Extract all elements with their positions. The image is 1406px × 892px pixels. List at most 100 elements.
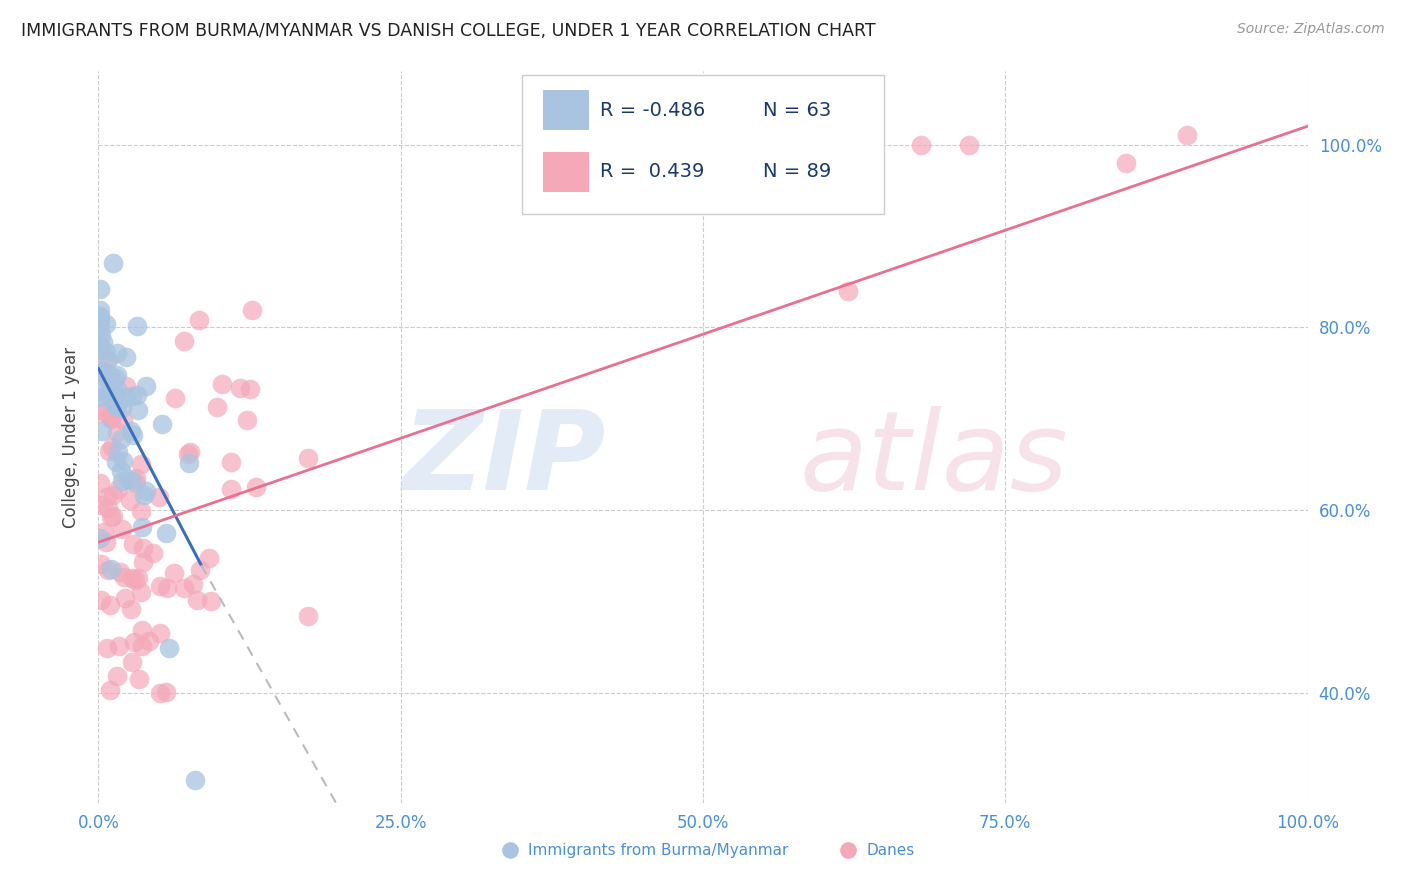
Point xyxy=(96,641,118,656)
Point xyxy=(107,445,129,459)
Text: R = -0.486: R = -0.486 xyxy=(600,101,706,120)
Point xyxy=(111,454,134,468)
Point xyxy=(245,480,267,494)
Point xyxy=(122,634,145,648)
Point xyxy=(105,345,128,359)
Point xyxy=(122,428,145,442)
Point xyxy=(127,403,149,417)
Point xyxy=(957,137,980,152)
Point xyxy=(198,550,221,565)
Point xyxy=(155,685,177,699)
Point xyxy=(129,585,152,599)
Point xyxy=(90,557,112,571)
Point xyxy=(104,400,127,414)
Point xyxy=(91,384,114,399)
Point xyxy=(90,366,112,380)
Point xyxy=(112,570,135,584)
Point xyxy=(125,318,148,333)
Point xyxy=(186,593,208,607)
Point xyxy=(98,381,121,395)
Text: R =  0.439: R = 0.439 xyxy=(600,162,704,181)
Point xyxy=(149,686,172,700)
Point xyxy=(297,451,319,466)
Point xyxy=(121,571,143,585)
Point xyxy=(148,490,170,504)
Point xyxy=(142,546,165,560)
Point xyxy=(132,555,155,569)
Point xyxy=(128,673,150,687)
Point xyxy=(89,282,111,296)
Point xyxy=(97,444,120,458)
Point xyxy=(91,368,114,383)
Point xyxy=(179,445,201,459)
Point xyxy=(125,475,148,490)
Y-axis label: College, Under 1 year: College, Under 1 year xyxy=(62,346,80,528)
Point xyxy=(135,379,157,393)
Point xyxy=(155,526,177,541)
Point xyxy=(297,609,319,624)
Point xyxy=(98,598,121,612)
Point xyxy=(100,510,122,524)
Point xyxy=(150,417,173,431)
Point xyxy=(910,137,932,152)
Point xyxy=(98,384,121,399)
Point xyxy=(121,656,143,670)
Point xyxy=(96,353,118,368)
Point xyxy=(163,566,186,580)
Point xyxy=(101,487,124,501)
Point xyxy=(235,413,257,427)
Point xyxy=(120,425,142,439)
Text: Danes: Danes xyxy=(866,843,914,858)
Point xyxy=(1175,128,1198,143)
Point xyxy=(177,456,200,470)
Point xyxy=(149,626,172,640)
Point xyxy=(110,464,132,478)
Point xyxy=(117,472,139,486)
Point xyxy=(107,425,129,440)
Point xyxy=(105,368,128,382)
Point xyxy=(149,579,172,593)
Point xyxy=(91,368,114,382)
Point xyxy=(115,350,138,364)
Point xyxy=(124,573,146,587)
Point xyxy=(89,310,111,324)
Point xyxy=(94,345,117,359)
Point xyxy=(103,397,125,411)
Text: N = 89: N = 89 xyxy=(763,162,832,181)
Point xyxy=(125,471,148,485)
FancyBboxPatch shape xyxy=(543,90,589,130)
Point xyxy=(120,602,142,616)
Point xyxy=(122,536,145,550)
Point xyxy=(129,458,152,472)
Point xyxy=(98,368,121,383)
Point xyxy=(118,493,141,508)
Point xyxy=(111,522,134,536)
Point xyxy=(184,772,207,787)
Point xyxy=(90,592,112,607)
Point xyxy=(89,475,111,490)
Point xyxy=(104,370,127,384)
Point xyxy=(90,390,112,404)
Point xyxy=(98,409,121,423)
Point xyxy=(94,317,117,331)
Point xyxy=(89,303,111,318)
Text: Immigrants from Burma/Myanmar: Immigrants from Burma/Myanmar xyxy=(527,843,787,858)
Point xyxy=(114,591,136,606)
Point xyxy=(163,391,186,405)
Point xyxy=(91,364,114,378)
Point xyxy=(97,353,120,368)
Point xyxy=(240,303,263,318)
Point xyxy=(129,504,152,518)
Point xyxy=(229,381,252,395)
Point xyxy=(219,455,242,469)
Point xyxy=(111,401,134,415)
FancyBboxPatch shape xyxy=(543,152,589,192)
Point xyxy=(131,520,153,534)
Point xyxy=(108,639,131,653)
Text: N = 63: N = 63 xyxy=(763,101,832,120)
Point xyxy=(96,501,118,516)
Point xyxy=(103,383,125,397)
Point xyxy=(205,401,228,415)
Point xyxy=(98,385,121,400)
Point xyxy=(131,639,153,653)
